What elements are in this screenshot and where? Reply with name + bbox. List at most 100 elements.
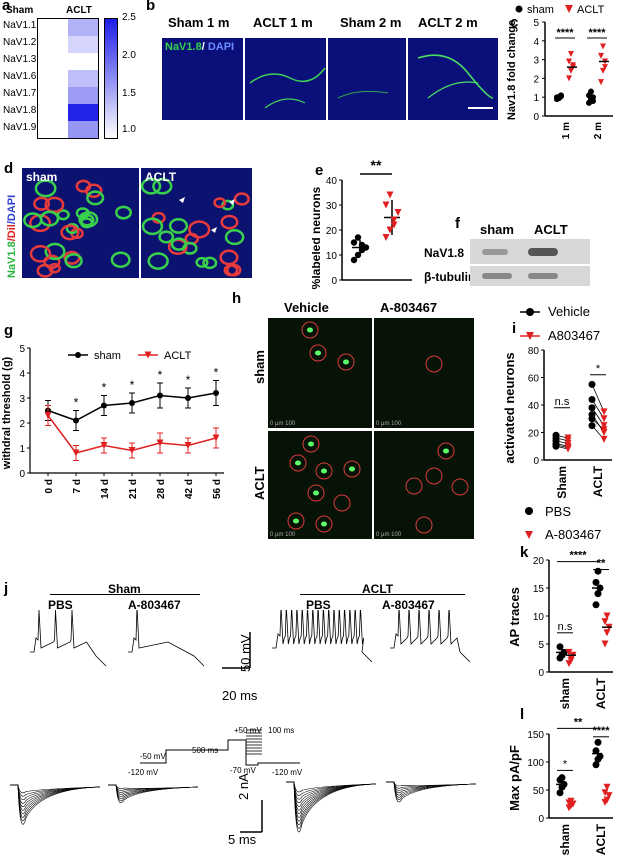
point-aclt — [386, 191, 394, 199]
roi-circle — [289, 454, 307, 472]
h-scale: 0 µm 100 — [270, 421, 296, 427]
active-cell — [293, 518, 299, 524]
point-drug — [567, 797, 575, 805]
heatmap-cell — [38, 36, 68, 53]
y-tick-label: 10 — [326, 251, 338, 262]
h-row-aclt: ACLT — [252, 466, 267, 500]
point-pbs — [556, 789, 564, 797]
heatmap-cell — [38, 53, 68, 70]
y-tick-label: 150 — [527, 730, 544, 741]
neuron-cell — [48, 262, 61, 274]
y-tick-label: 5 — [533, 18, 539, 29]
panel-label-l: l — [520, 706, 525, 723]
y-tick-label: 50 — [533, 786, 545, 797]
ap-trace — [128, 610, 205, 667]
ca-image-aclt-vehicle: 0 µm 100 — [268, 431, 372, 539]
d-aclt-label: ACLT — [145, 170, 177, 184]
active-cell — [321, 521, 327, 527]
legend-vehicle-marker — [526, 308, 534, 316]
neuron-cell — [110, 251, 131, 268]
x-tick-label: 56 d — [212, 479, 223, 499]
micrograph-sham-2m — [328, 38, 406, 120]
point-aclt — [382, 234, 390, 241]
y-tick-label: 60 — [528, 374, 540, 385]
active-cell — [313, 490, 319, 496]
current-trace — [386, 781, 477, 796]
y-tick-label: 100 — [527, 758, 544, 769]
legend-vehicle-label: Vehicle — [548, 304, 590, 319]
y-axis-label: withdral threshold (g) — [1, 356, 13, 470]
x-tick-label: 1 m — [561, 122, 572, 139]
point-drug — [565, 648, 573, 656]
fiber-traces — [337, 90, 389, 99]
h-scale: 0 µm 100 — [376, 421, 402, 427]
arrowhead-icon — [179, 197, 185, 203]
active-cell — [443, 448, 449, 454]
x-tick-label: ACLT — [591, 465, 605, 497]
point-aclt — [390, 216, 398, 224]
x-tick-label: 14 d — [100, 479, 111, 499]
blot-band-nav18 — [470, 239, 590, 264]
point-drug — [600, 422, 608, 430]
panel-label-c: c — [510, 14, 519, 31]
heatmap-row-label: NaV1.3 — [3, 54, 37, 65]
point-pbs — [558, 774, 566, 782]
y-axis-label: Max pA/pF — [507, 745, 522, 811]
active-cell — [307, 327, 313, 333]
micrograph-d-sham: sham — [22, 168, 139, 278]
active-cell — [315, 350, 321, 356]
heatmap-cell — [68, 121, 98, 138]
point-aclt — [600, 67, 606, 74]
y-tick-label: 30 — [326, 201, 338, 212]
sig-star: * — [102, 381, 107, 395]
neuron-cell — [223, 264, 239, 277]
heatmap-row-label: NaV1.8 — [3, 105, 37, 116]
micrograph-aclt-2m — [408, 38, 498, 120]
neuron-cell — [170, 237, 188, 251]
point-pbs — [558, 651, 566, 659]
x-tick-label: ACLT — [594, 677, 608, 709]
y-tick-label: 0 — [331, 276, 337, 287]
heatmap-row-label: NaV1.9 — [3, 122, 37, 133]
point-sham — [590, 97, 596, 104]
neuron-cell — [220, 214, 239, 230]
sig-label: **** — [592, 725, 610, 737]
sig-star: * — [158, 368, 163, 382]
y-tick-label: 0 — [538, 668, 544, 679]
point-aclt — [568, 67, 574, 74]
x-tick-label: 7 d — [72, 479, 83, 493]
heatmap-cell — [38, 19, 68, 36]
roi-circle — [415, 516, 433, 534]
heatmap-cell — [68, 19, 98, 36]
cells — [23, 179, 132, 278]
point-drug — [601, 789, 609, 797]
heatmap-panel: Sham ACLT NaV1.1 NaV1.2 NaV1.3 NaV1.6 NaV1.7… — [0, 0, 140, 145]
point-vehicle — [588, 396, 596, 403]
y-tick-label: 20 — [533, 556, 545, 567]
y-tick-label: 0 — [533, 112, 539, 123]
y-tick-label: 3 — [533, 56, 539, 67]
y-tick-label: 1 — [19, 444, 25, 455]
sig-star: * — [130, 378, 135, 392]
legend-aclt-label: ACLT — [577, 4, 605, 16]
point-drug — [603, 612, 611, 620]
y-tick-label: 15 — [533, 584, 545, 595]
roi-circle — [301, 321, 319, 339]
proto-minus70: -70 mV — [230, 766, 256, 775]
sig-stars: ** — [371, 160, 382, 173]
point-aclt — [570, 62, 576, 69]
point-pbs — [592, 761, 600, 769]
current-trace — [10, 784, 101, 818]
legend-sham-label: sham — [527, 4, 554, 16]
y-tick-label: 5 — [19, 344, 25, 355]
y-tick-label: 4 — [533, 37, 539, 48]
point-vehicle — [588, 415, 596, 423]
current-trace — [10, 784, 101, 808]
neuron-cell — [23, 212, 43, 229]
point-sham — [129, 400, 135, 406]
h-col-a803467: A-803467 — [380, 300, 438, 315]
point-drug — [600, 408, 608, 416]
b-title: Sham 2 m — [340, 15, 402, 30]
roi-circle — [343, 460, 361, 478]
neuron-cell — [33, 196, 51, 211]
